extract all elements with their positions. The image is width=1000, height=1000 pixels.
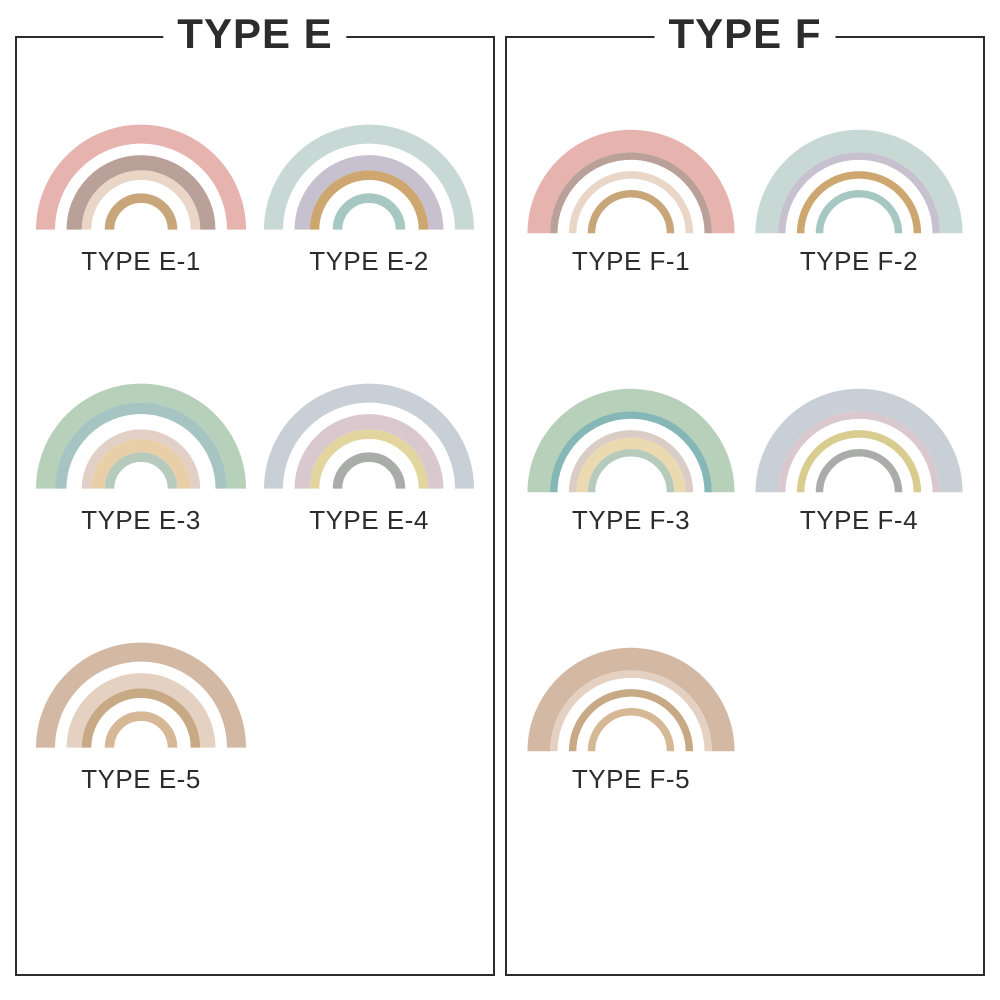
rainbow-icon [754, 78, 964, 238]
rainbow-icon [526, 337, 736, 497]
swatch-label: TYPE E-3 [81, 505, 201, 536]
grid-f: TYPE F-1 TYPE F-2 TYPE F-3 TYPE F-4 TYPE F-5 [522, 78, 968, 795]
swatch-cell: TYPE F-1 [522, 78, 740, 277]
swatch-cell: TYPE E-4 [260, 337, 478, 536]
rainbow-wrap [36, 596, 246, 756]
swatch-cell: TYPE F-3 [522, 337, 740, 536]
rainbow-wrap [36, 78, 246, 238]
swatch-cell: TYPE E-5 [32, 596, 250, 795]
swatch-label: TYPE F-4 [800, 505, 918, 536]
swatch-cell: TYPE F-4 [750, 337, 968, 536]
panel-type-f: TYPE F TYPE F-1TYPE F-2TYPE F-3TYPE F-4T… [505, 10, 985, 976]
rainbow-wrap [36, 337, 246, 497]
rainbow-icon [526, 596, 736, 756]
swatch-label: TYPE F-1 [572, 246, 690, 277]
swatch-label: TYPE E-2 [309, 246, 429, 277]
panel-title: TYPE F [654, 10, 835, 58]
rainbow-wrap [526, 337, 736, 497]
rainbow-wrap [526, 78, 736, 238]
swatch-cell: TYPE F-5 [522, 596, 740, 795]
swatch-label: TYPE E-1 [81, 246, 201, 277]
swatch-label: TYPE F-2 [800, 246, 918, 277]
rainbow-icon [36, 596, 246, 756]
rainbow-wrap [526, 596, 736, 756]
rainbow-wrap [264, 337, 474, 497]
swatch-cell: TYPE E-3 [32, 337, 250, 536]
rainbow-wrap [754, 337, 964, 497]
grid-e: TYPE E-1 TYPE E-2 TYPE E-3 TYPE E-4 TYPE E-5 [32, 78, 478, 795]
panel-title: TYPE E [163, 10, 346, 58]
swatch-label: TYPE E-5 [81, 764, 201, 795]
panel-type-e: TYPE E TYPE E-1TYPE E-2TYPE E-3TYPE E-4T… [15, 10, 495, 976]
layout: TYPE E TYPE E-1TYPE E-2TYPE E-3TYPE E-4T… [15, 0, 985, 976]
panel-box: TYPE E-1 TYPE E-2 TYPE E-3 TYPE E-4 TYPE E-5 [15, 36, 495, 976]
rainbow-icon [754, 337, 964, 497]
swatch-cell: TYPE F-2 [750, 78, 968, 277]
swatch-label: TYPE E-4 [309, 505, 429, 536]
rainbow-icon [36, 78, 246, 238]
rainbow-icon [264, 337, 474, 497]
swatch-label: TYPE F-3 [572, 505, 690, 536]
swatch-cell: TYPE E-2 [260, 78, 478, 277]
panel-box: TYPE F-1 TYPE F-2 TYPE F-3 TYPE F-4 TYPE F-5 [505, 36, 985, 976]
rainbow-icon [36, 337, 246, 497]
rainbow-wrap [754, 78, 964, 238]
swatch-cell: TYPE E-1 [32, 78, 250, 277]
rainbow-wrap [264, 78, 474, 238]
rainbow-icon [526, 78, 736, 238]
swatch-label: TYPE F-5 [572, 764, 690, 795]
rainbow-icon [264, 78, 474, 238]
